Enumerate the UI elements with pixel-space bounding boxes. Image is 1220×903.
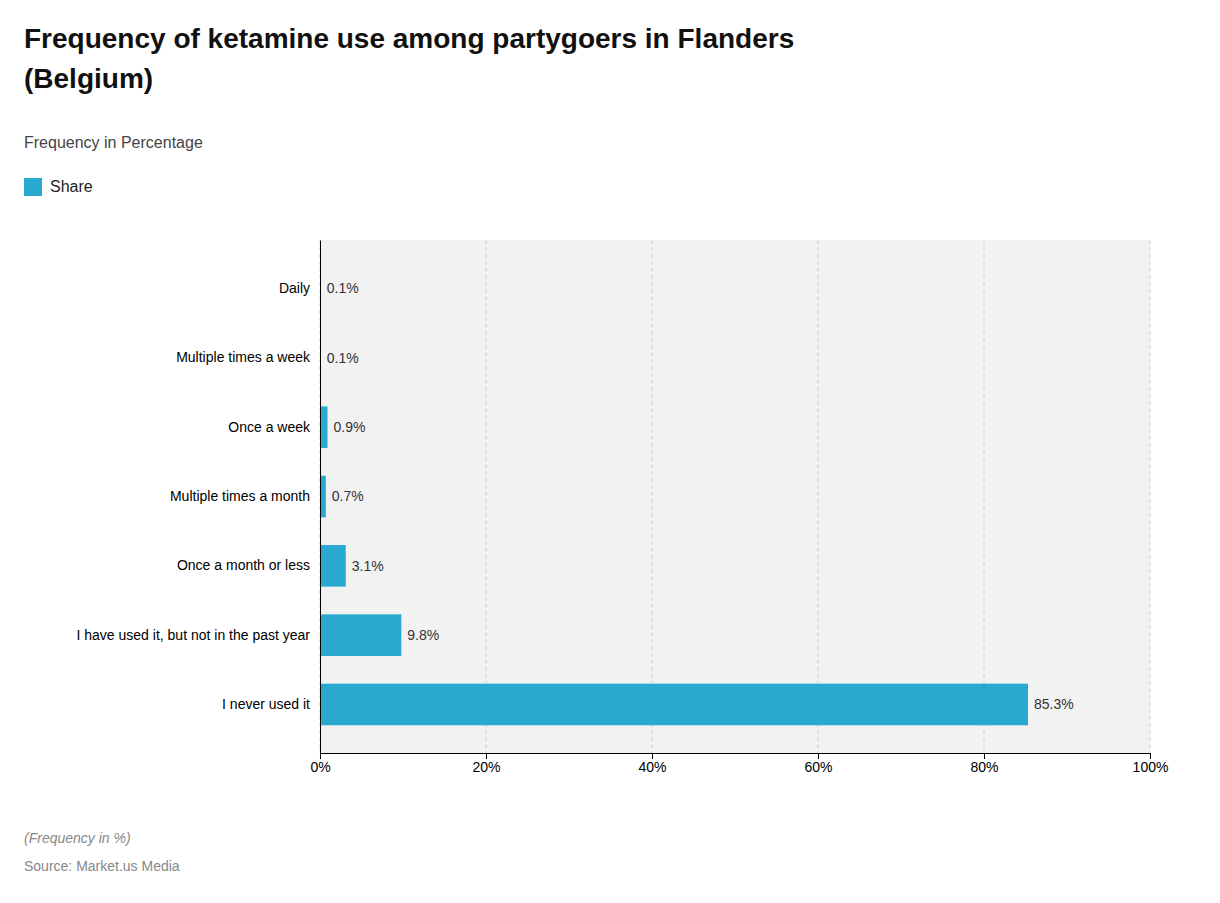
axis-line (321, 754, 1151, 760)
bar (320, 545, 346, 587)
tick: 20% (472, 753, 500, 775)
annotation: (Frequency in %) (24, 830, 131, 846)
annotation: Source: Market.us Media (24, 858, 180, 874)
data-label: 85.3% (1034, 696, 1074, 712)
legend-swatch (24, 178, 42, 196)
chart-svg: Frequency of ketamine use among partygoe… (0, 0, 1220, 903)
tick-label: Once a week (228, 419, 311, 435)
tick-label: 0% (310, 759, 330, 775)
data-label: 0.9% (333, 419, 365, 435)
bar (320, 614, 401, 656)
grid-line (320, 240, 321, 753)
tick-label: Multiple times a month (170, 488, 310, 504)
tick: 60% (804, 753, 832, 775)
tick-label: I never used it (222, 696, 310, 712)
data-label: 9.8% (407, 627, 439, 643)
grid-line (818, 240, 819, 753)
plot-background (320, 240, 1150, 753)
tick: Once a week (228, 419, 311, 435)
tick: 0% (310, 753, 330, 775)
tick: 40% (638, 753, 666, 775)
tick: I have used it, but not in the past year (77, 627, 311, 643)
tick-label: I have used it, but not in the past year (77, 627, 311, 643)
data-label: 0.1% (327, 280, 359, 296)
tick: Daily (279, 280, 310, 296)
bar (320, 406, 327, 448)
axis-line (320, 241, 321, 754)
tick-label: Daily (279, 280, 310, 296)
bar (320, 684, 1028, 726)
legend-item: Share (24, 178, 93, 196)
tick-label: 100% (1133, 759, 1169, 775)
data-label: 3.1% (352, 558, 384, 574)
legend-label: Share (50, 178, 93, 195)
data-label: 0.1% (327, 350, 359, 366)
tick-label: 20% (472, 759, 500, 775)
tick-label: 80% (970, 759, 998, 775)
data-label: 0.7% (332, 488, 364, 504)
tick-label: Once a month or less (177, 557, 310, 573)
data-labels: 0.1% 0.1% 0.9% 0.7% 3.1% 9.8% 85.3% (327, 280, 1074, 712)
grid (320, 240, 1150, 753)
grid-line (486, 240, 487, 753)
y-axis: Daily Multiple times a week Once a week Mul… (77, 241, 321, 754)
tick-label: 40% (638, 759, 666, 775)
tick: I never used it (222, 696, 310, 712)
grid-line (1150, 240, 1151, 753)
tick: 100% (1133, 753, 1169, 775)
title: (Belgium) (24, 63, 153, 94)
tick: Multiple times a week (176, 349, 311, 365)
legend: Share (24, 178, 93, 196)
subtitle: Frequency in Percentage (24, 134, 203, 151)
tick: Multiple times a month (170, 488, 310, 504)
tick: Once a month or less (177, 557, 310, 573)
bars (320, 268, 1028, 726)
tick-label: 60% (804, 759, 832, 775)
tick: 80% (970, 753, 998, 775)
grid-line (984, 240, 985, 753)
grid-line (652, 240, 653, 753)
x-axis: 0% 20% 40% 60% 80% 100% (310, 753, 1168, 775)
tick-label: Multiple times a week (176, 349, 311, 365)
title: Frequency of ketamine use among partygoe… (24, 23, 794, 54)
plot: 0% 20% 40% 60% 80% 100% Daily Multiple times a … (77, 240, 1169, 775)
